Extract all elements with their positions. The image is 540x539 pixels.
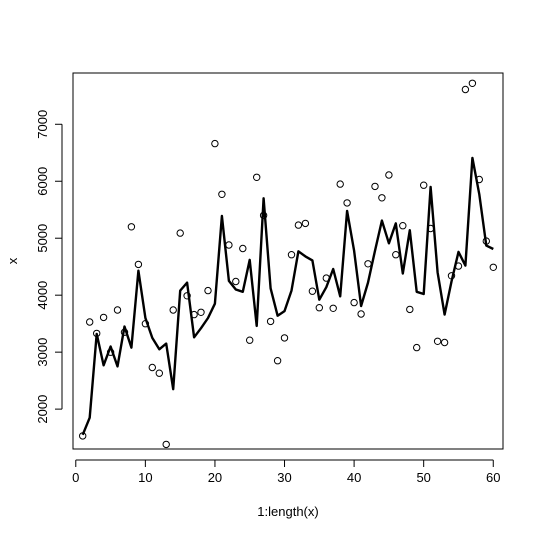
data-point <box>447 272 456 280</box>
data-point <box>266 317 275 326</box>
data-point <box>294 221 303 229</box>
data-point <box>99 313 108 322</box>
data-point <box>371 182 379 191</box>
data-point <box>433 337 442 345</box>
data-point <box>113 306 122 314</box>
plot-frame <box>72 72 504 450</box>
data-point <box>343 199 351 207</box>
x-tick-label: 10 <box>138 470 152 485</box>
y-tick-label: 5000 <box>35 224 50 253</box>
data-point <box>308 287 317 295</box>
data-point <box>134 260 143 269</box>
data-point <box>176 229 184 237</box>
y-tick-label: 4000 <box>35 281 50 310</box>
data-point <box>259 211 268 220</box>
data-point <box>475 175 483 184</box>
data-point <box>86 318 94 326</box>
data-point <box>232 277 240 286</box>
data-point <box>162 440 170 449</box>
data-point <box>454 262 463 270</box>
data-point <box>239 244 247 253</box>
data-point <box>211 139 219 148</box>
data-point <box>79 432 87 440</box>
data-point <box>280 334 289 342</box>
data-point <box>392 251 400 259</box>
data-point <box>461 85 470 94</box>
data-point <box>399 222 407 230</box>
data-point <box>127 223 136 231</box>
x-tick-label: 50 <box>416 470 430 485</box>
data-point <box>420 181 428 189</box>
data-point <box>489 263 497 271</box>
data-point <box>148 363 157 372</box>
data-point <box>322 274 330 282</box>
x-axis-label: 1:length(x) <box>257 504 318 519</box>
data-point <box>183 292 191 300</box>
x-tick-label: 20 <box>208 470 222 485</box>
data-points <box>79 79 497 449</box>
series-line <box>81 156 494 436</box>
data-point <box>357 310 365 318</box>
y-axis-label: x <box>5 257 20 264</box>
x-tick-label: 0 <box>72 470 79 485</box>
data-point <box>301 219 310 228</box>
data-point <box>378 194 386 202</box>
data-point <box>190 310 198 319</box>
data-point <box>406 305 414 314</box>
y-tick-label: 7000 <box>35 110 50 139</box>
y-tick-label: 2000 <box>35 395 50 424</box>
data-point <box>225 241 233 249</box>
data-point <box>468 79 477 88</box>
data-point <box>364 260 372 268</box>
data-point <box>120 328 129 336</box>
data-point <box>273 357 282 365</box>
y-axis: 2000 3000 4000 5000 6000 7000 <box>35 110 63 424</box>
data-point <box>155 369 164 377</box>
data-point <box>246 336 254 344</box>
x-tick-label: 40 <box>347 470 361 485</box>
data-point <box>93 329 101 338</box>
data-point <box>336 180 344 188</box>
x-tick-label: 60 <box>486 470 500 485</box>
data-point <box>204 286 212 295</box>
data-point <box>169 306 177 314</box>
x-axis: 0 10 20 30 40 50 60 <box>72 459 500 485</box>
data-point <box>482 237 490 245</box>
y-tick-label: 6000 <box>35 167 50 196</box>
data-point <box>197 308 205 316</box>
y-tick-label: 3000 <box>35 338 50 367</box>
data-point <box>350 298 358 307</box>
x-tick-label: 30 <box>277 470 291 485</box>
data-point <box>253 173 261 182</box>
data-point <box>106 348 115 356</box>
data-point <box>426 224 435 233</box>
data-point <box>218 190 226 199</box>
data-point <box>385 171 393 179</box>
data-point <box>413 343 421 352</box>
data-point <box>287 251 296 259</box>
data-point <box>329 304 337 312</box>
data-point <box>315 304 323 312</box>
data-point <box>440 338 449 347</box>
data-point <box>141 320 150 328</box>
fitted-line <box>81 156 494 436</box>
